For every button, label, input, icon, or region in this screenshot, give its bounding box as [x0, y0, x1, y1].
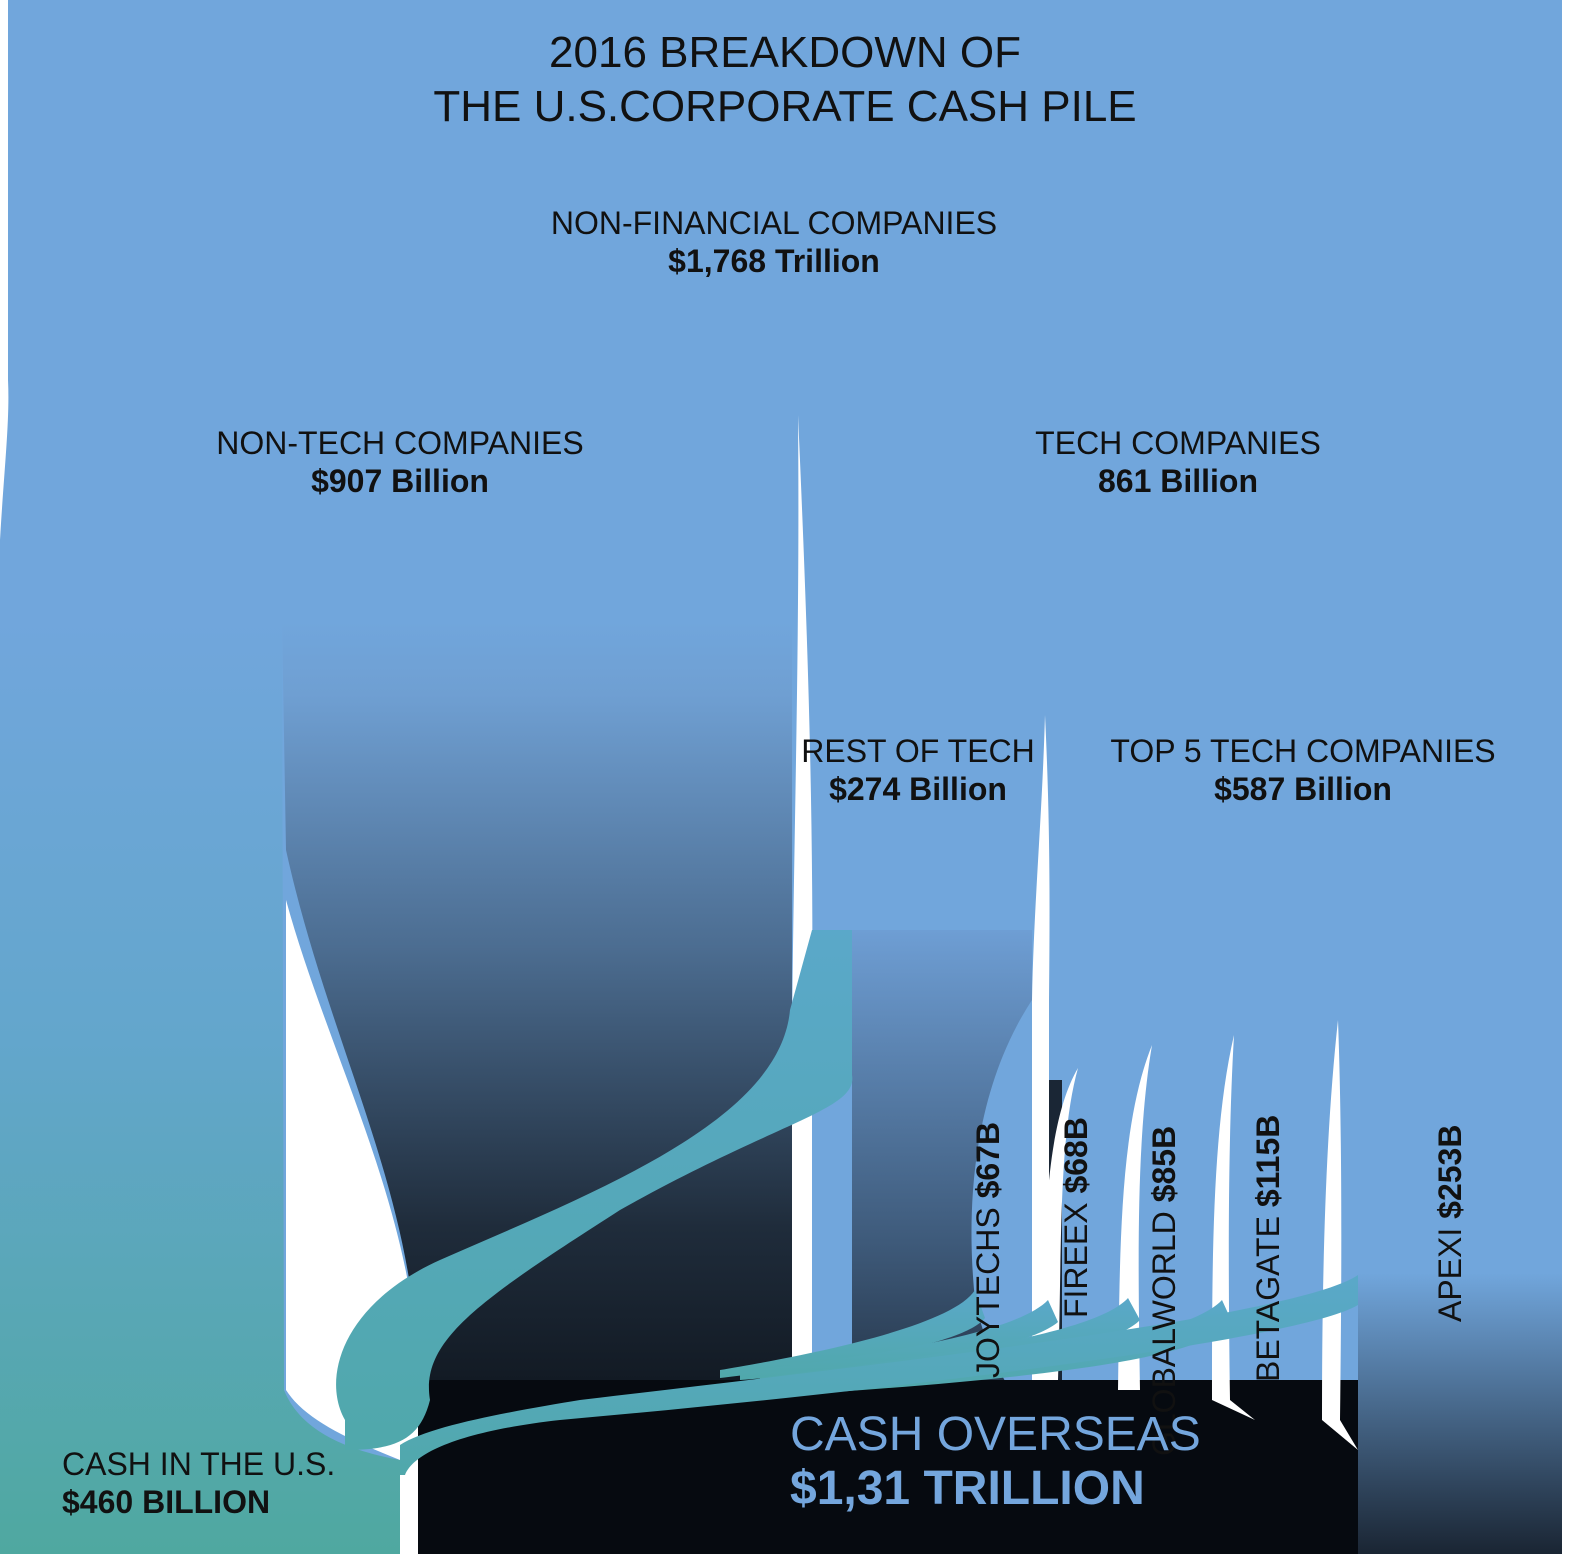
- cash-us-column: [0, 620, 400, 1554]
- title-line-1: 2016 BREAKDOWN OF: [549, 28, 1021, 77]
- apexi-us-flow: [400, 1275, 1358, 1475]
- company-name: JOYTECHS: [970, 1207, 1006, 1378]
- joytechs-us-flow: [720, 1290, 985, 1378]
- company-value: $253B: [1432, 1124, 1468, 1219]
- node-rest-of-tech-name: REST OF TECH: [801, 733, 1035, 769]
- company-value: $68B: [1058, 1117, 1094, 1194]
- company-value: $67B: [970, 1121, 1006, 1199]
- fireex-us-flow: [740, 1300, 1058, 1380]
- node-cash-overseas: CASH OVERSEAS $1,31 TRILLION: [790, 1408, 1201, 1516]
- node-cash-overseas-name: CASH OVERSEAS: [790, 1408, 1201, 1461]
- node-cash-us: CASH IN THE U.S. $460 BILLION: [62, 1445, 335, 1521]
- company-name: BETAGATE: [1250, 1216, 1286, 1382]
- company-name: FIREEX: [1058, 1202, 1094, 1318]
- company-name: APEXI: [1432, 1227, 1468, 1322]
- company-label-fireex: FIREEX $68B: [1058, 1117, 1095, 1318]
- non-tech-overseas-flow: [282, 620, 792, 1554]
- company-value: $85B: [1146, 1125, 1182, 1203]
- node-non-tech-value: $907 Billion: [311, 463, 489, 499]
- node-top5-name: TOP 5 TECH COMPANIES: [1110, 733, 1496, 769]
- company-label-joytechs: JOYTECHS $67B: [970, 1122, 1007, 1378]
- node-non-tech-name: NON-TECH COMPANIES: [216, 425, 584, 461]
- node-rest-of-tech: REST OF TECH $274 Billion: [800, 732, 1036, 808]
- node-cash-us-value: $460 BILLION: [62, 1484, 271, 1520]
- node-cash-us-name: CASH IN THE U.S.: [62, 1446, 336, 1482]
- company-label-apexi: APEXI $253B: [1432, 1125, 1469, 1322]
- tech-us-flow: [336, 930, 853, 1450]
- gap-beta-apex: [1322, 1020, 1358, 1450]
- node-top5: TOP 5 TECH COMPANIES $587 Billion: [1090, 732, 1516, 808]
- company-label-betagate: BETAGATE $115B: [1250, 1115, 1287, 1382]
- chart-title: 2016 BREAKDOWN OF THE U.S.CORPORATE CASH…: [285, 26, 1285, 134]
- node-non-financial: NON-FINANCIAL COMPANIES $1,768 Trillion: [474, 204, 1074, 280]
- company-value: $115B: [1250, 1114, 1286, 1208]
- node-tech: TECH COMPANIES 861 Billion: [978, 424, 1378, 500]
- node-top5-value: $587 Billion: [1214, 771, 1392, 807]
- company-label-globalworld: GLOBALWORLD $85B: [1146, 1126, 1183, 1456]
- node-non-financial-value: $1,768 Trillion: [668, 243, 880, 279]
- node-tech-value: 861 Billion: [1097, 463, 1259, 499]
- node-non-tech: NON-TECH COMPANIES $907 Billion: [150, 424, 650, 500]
- title-line-2: THE U.S.CORPORATE CASH PILE: [433, 82, 1137, 131]
- apexi-overseas-flow: [1358, 930, 1562, 1554]
- node-rest-of-tech-value: $274 Billion: [829, 771, 1007, 807]
- gap-joy-fire: [1040, 1068, 1078, 1380]
- node-cash-overseas-value: $1,31 TRILLION: [790, 1462, 1145, 1515]
- node-non-financial-name: NON-FINANCIAL COMPANIES: [550, 205, 998, 241]
- node-tech-name: TECH COMPANIES: [1035, 425, 1321, 461]
